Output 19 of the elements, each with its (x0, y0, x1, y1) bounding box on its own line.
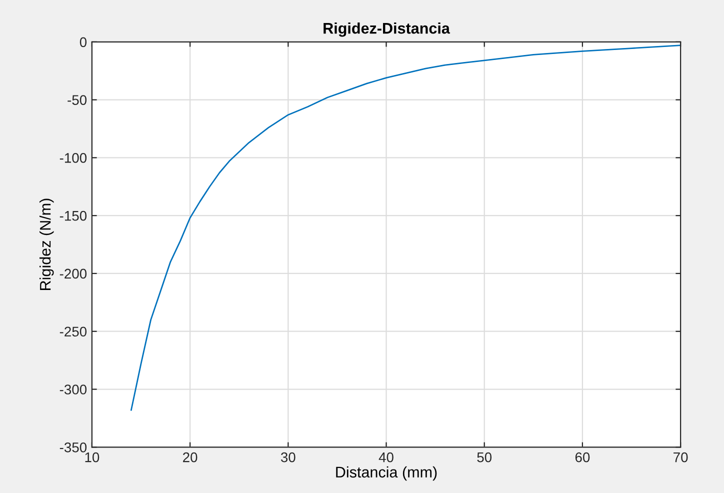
y-tick-label: -150 (60, 210, 87, 221)
y-tick-label: 0 (80, 37, 87, 48)
x-axis-title: Distancia (mm) (336, 466, 437, 481)
y-tick-label: -200 (60, 268, 87, 279)
x-tick-label: 50 (477, 452, 492, 462)
x-tick-label: 60 (575, 452, 590, 462)
y-tick-label: -100 (60, 153, 87, 163)
y-tick-label: -250 (60, 326, 87, 337)
y-tick-label: -50 (68, 95, 87, 105)
chart-title: Rigidez-Distancia (324, 22, 450, 37)
x-tick-label: 70 (674, 452, 688, 462)
x-tick-label: 10 (85, 452, 100, 462)
x-tick-label: 40 (378, 452, 394, 462)
y-tick-label: -300 (60, 384, 87, 394)
x-tick-label: 20 (183, 452, 198, 462)
y-tick-label: -350 (60, 442, 87, 452)
x-tick-label: 30 (280, 452, 296, 462)
y-axis-title: Rigidez (N/m) (39, 198, 54, 290)
line-series (130, 44, 681, 411)
